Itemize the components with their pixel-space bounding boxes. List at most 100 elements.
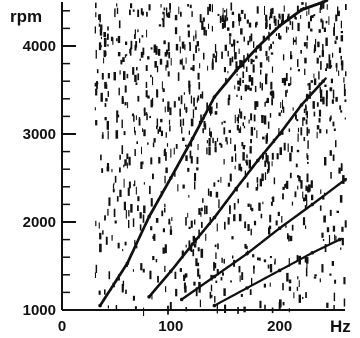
noise-speck [302,117,304,126]
noise-speck [271,97,273,105]
noise-speck [252,59,255,62]
data-point [169,176,173,180]
noise-speck [261,173,264,182]
noise-speck [215,252,217,259]
data-point [234,186,238,191]
noise-speck [295,36,297,45]
noise-speck [107,26,109,31]
noise-speck [240,95,243,100]
noise-speck [100,45,102,48]
noise-speck [196,156,199,164]
noise-speck [167,71,170,77]
noise-speck [129,49,132,54]
noise-speck [328,235,331,244]
noise-speck [101,134,104,139]
noise-speck [136,141,138,144]
data-point [310,202,315,207]
noise-speck [262,35,265,41]
noise-speck [152,142,155,148]
noise-speck [165,132,167,138]
noise-speck [306,173,309,183]
noise-speck [297,175,300,178]
data-point [190,242,195,246]
noise-speck [156,89,158,95]
noise-speck [238,48,240,54]
noise-speck [332,154,335,161]
noise-speck [239,275,241,282]
noise-speck [253,267,255,274]
noise-speck [233,214,236,222]
noise-speck [192,65,195,72]
noise-speck [236,117,238,122]
noise-speck [114,8,116,18]
noise-speck [190,156,193,164]
noise-speck [185,217,187,226]
noise-speck [258,202,261,211]
noise-speck [125,41,128,45]
noise-speck [214,263,217,269]
noise-speck [254,101,257,110]
noise-speck [283,77,287,86]
noise-speck [187,24,190,28]
noise-speck [181,58,183,66]
noise-speck [168,218,171,223]
noise-speck [168,221,171,225]
noise-speck [198,281,201,290]
noise-speck [188,240,191,249]
noise-speck [179,59,182,65]
noise-speck [203,29,206,36]
noise-speck [95,220,97,227]
noise-speck [190,118,194,127]
noise-speck [169,6,171,13]
noise-speck [164,207,166,213]
noise-speck [170,58,172,66]
noise-speck [138,118,141,126]
noise-speck [108,271,111,280]
noise-speck [134,306,137,311]
noise-speck [193,35,195,42]
noise-speck [191,11,193,17]
noise-speck [243,145,246,148]
noise-speck [237,118,239,124]
noise-speck [285,90,287,97]
noise-speck [104,215,106,221]
noise-speck [216,223,218,232]
noise-speck [303,108,306,113]
noise-speck [115,130,119,139]
noise-speck [288,83,291,87]
noise-speck [214,111,218,115]
data-point [147,214,151,219]
noise-speck [278,33,280,39]
noise-speck [290,67,292,71]
noise-speck [217,179,220,183]
noise-speck [162,18,165,28]
noise-speck [123,164,125,168]
noise-speck [260,64,262,68]
noise-speck [142,128,144,132]
noise-speck [236,40,239,44]
noise-speck [160,118,163,123]
noise-speck [291,21,294,30]
noise-speck [169,229,173,235]
x-tick-label: 100 [158,318,183,335]
noise-speck [222,272,224,276]
noise-speck [239,77,242,86]
noise-speck [138,117,141,120]
noise-speck [338,47,342,53]
noise-speck [107,44,109,47]
noise-speck [269,264,273,273]
noise-speck [230,280,232,283]
noise-speck [198,208,201,215]
noise-speck [102,230,104,235]
noise-speck [343,298,346,307]
noise-speck [324,244,327,252]
noise-speck [173,147,175,155]
noise-speck [227,182,231,187]
noise-speck [310,80,313,83]
noise-speck [207,6,209,15]
noise-speck [316,131,318,139]
noise-speck [269,113,272,118]
noise-speck [295,16,297,20]
noise-speck [285,26,288,33]
noise-speck [154,61,157,68]
